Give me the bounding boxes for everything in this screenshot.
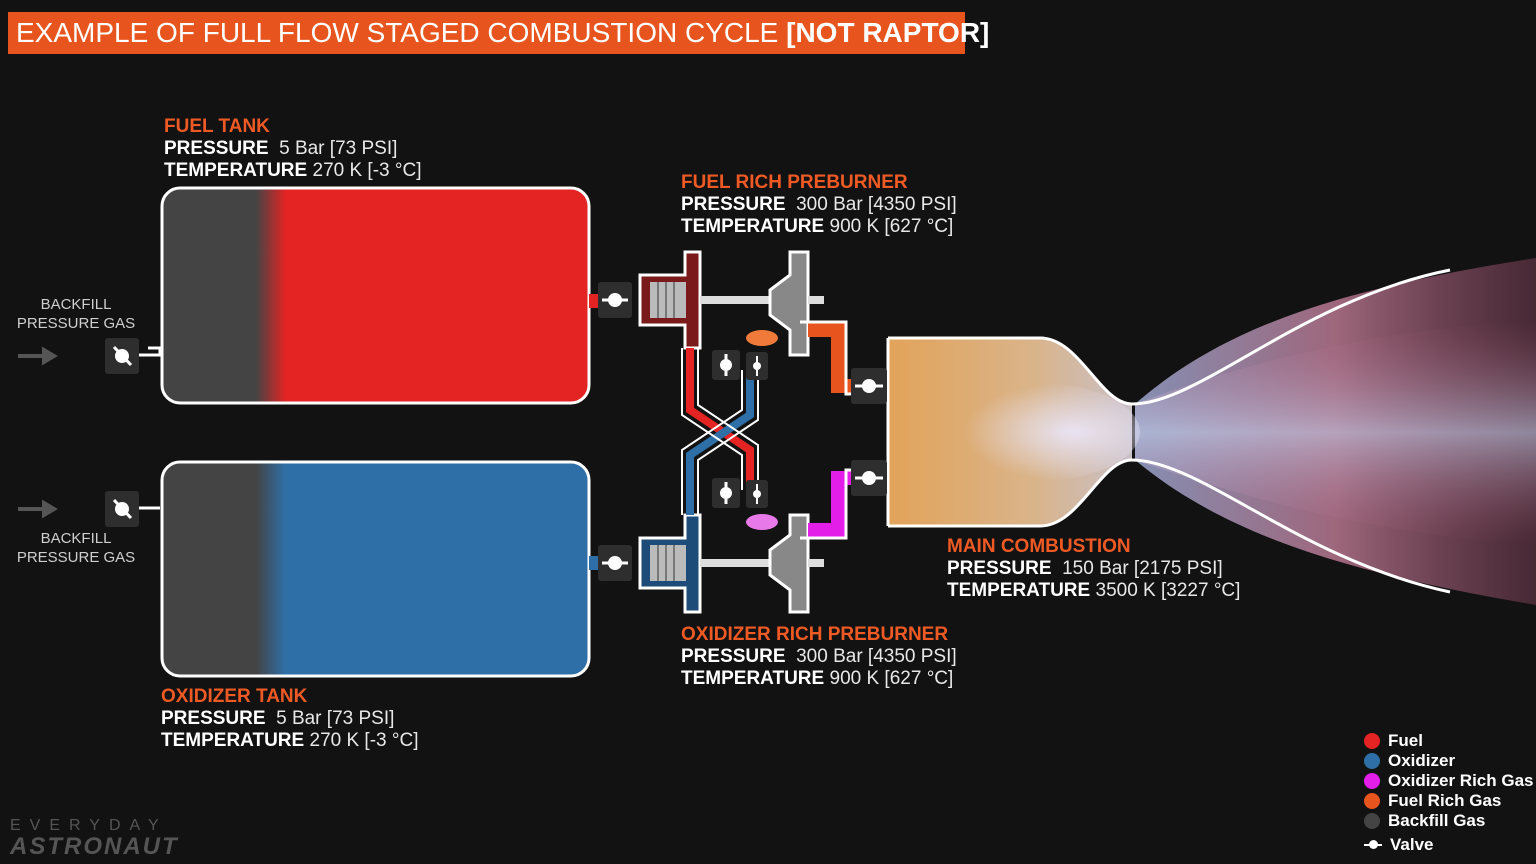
fuel-tank-valve: [598, 282, 632, 318]
legend-item-oxidizer: Oxidizer: [1364, 751, 1534, 771]
fuel-rich-flame: [746, 330, 778, 346]
ox-preburner-temperature-label: TEMPERATURE: [681, 668, 825, 689]
oxidizer-tank-valve: [598, 545, 632, 581]
fuel-tank: [160, 186, 591, 405]
fuel-tank-info: FUEL TANK PRESSURE 5 Bar [73 PSI] TEMPER…: [164, 116, 421, 182]
fuel-preburner-heading: FUEL RICH PREBURNER: [681, 172, 908, 193]
chamber-outline-lower: [888, 458, 1451, 594]
ox-preburner-fuel-valve: [746, 480, 768, 508]
oxidizer-tank-temperature-value: 270 K [-3 °C]: [309, 730, 419, 751]
fuel-rich-turbine: [746, 250, 824, 357]
fuel-preburner-temperature-label: TEMPERATURE: [681, 216, 825, 237]
fuel-preburner-pressure-value: 300 Bar [4350 PSI]: [796, 194, 957, 215]
fuel-rich-color-swatch: [1364, 793, 1380, 809]
oxidizer-tank-pressure-label: PRESSURE: [161, 708, 266, 729]
fuel-preburner-valve: [712, 350, 740, 380]
backfill-bottom-line1: BACKFILL: [40, 530, 112, 547]
oxidizer-tank: [160, 460, 591, 678]
main-combustion-pressure-value: 150 Bar [2175 PSI]: [1062, 558, 1223, 579]
legend-label: Backfill Gas: [1388, 811, 1486, 830]
oxidizer-crossfeed-line: [686, 370, 754, 515]
backfill-label-top: BACKFILL PRESSURE GAS: [6, 295, 146, 333]
backfill-label-bottom: BACKFILL PRESSURE GAS: [6, 529, 146, 567]
logo: EVERYDAY ASTRONAUT: [10, 817, 179, 859]
fuel-tank-temperature-label: TEMPERATURE: [164, 160, 308, 181]
fuel-tank-pressure-label: PRESSURE: [164, 138, 269, 159]
fuel-preburner-ox-valve: [746, 352, 768, 380]
combustion-core-glow: [920, 382, 1140, 482]
backfill-color-swatch: [1364, 813, 1380, 829]
ox-preburner-pressure-label: PRESSURE: [681, 646, 786, 667]
oxidizer-tank-heading: OXIDIZER TANK: [161, 686, 308, 707]
logo-line1: EVERYDAY: [10, 817, 168, 834]
main-combustion-info: MAIN COMBUSTION PRESSURE 150 Bar [2175 P…: [947, 536, 1240, 602]
main-combustion-heading: MAIN COMBUSTION: [947, 536, 1131, 557]
ox-preburner-heading: OXIDIZER RICH PREBURNER: [681, 624, 949, 645]
logo-line2: ASTRONAUT: [10, 833, 179, 860]
backfill-top-line1: BACKFILL: [40, 296, 112, 313]
oxidizer-rich-flame: [746, 514, 778, 530]
fuel-rich-gas-line: [808, 323, 855, 393]
backfill-valve-bottom: [105, 491, 139, 527]
legend: Fuel Oxidizer Oxidizer Rich Gas Fuel Ric…: [1364, 731, 1534, 855]
main-combustion-temperature-value: 3500 K [3227 °C]: [1095, 580, 1241, 601]
title-banner: EXAMPLE OF FULL FLOW STAGED COMBUSTION C…: [8, 12, 989, 54]
exhaust-core: [1135, 320, 1536, 545]
legend-item-backfill: Backfill Gas: [1364, 811, 1534, 831]
oxidizer-tank-pressure-value: 5 Bar [73 PSI]: [276, 708, 395, 729]
ox-preburner-pressure-value: 300 Bar [4350 PSI]: [796, 646, 957, 667]
fuel-preburner-temperature-value: 900 K [627 °C]: [829, 216, 954, 237]
legend-label: Oxidizer Rich Gas: [1388, 771, 1534, 790]
main-combustion-temperature-label: TEMPERATURE: [947, 580, 1091, 601]
ox-preburner-info: OXIDIZER RICH PREBURNER PRESSURE 300 Bar…: [681, 624, 957, 690]
oxidizer-rich-gas-line: [808, 471, 855, 537]
fuel-rich-valve: [851, 368, 887, 404]
valve-icon: [1364, 837, 1382, 853]
ox-preburner-temperature-value: 900 K [627 °C]: [829, 668, 954, 689]
fuel-color-swatch: [1364, 733, 1380, 749]
main-combustion-pressure-label: PRESSURE: [947, 558, 1052, 579]
ox-preburner-valve: [712, 478, 740, 508]
legend-item-fuel: Fuel: [1364, 731, 1534, 751]
oxidizer-turbopump: [638, 513, 770, 614]
backfill-bottom-line2: PRESSURE GAS: [16, 549, 136, 566]
oxidizer-rich-turbine: [746, 513, 824, 614]
oxidizer-rich-valve: [851, 460, 887, 496]
legend-item-valve: Valve: [1364, 835, 1534, 855]
fuel-turbopump: [638, 250, 770, 350]
ox-rich-color-swatch: [1364, 773, 1380, 789]
fuel-preburner-info: FUEL RICH PREBURNER PRESSURE 300 Bar [43…: [681, 172, 957, 238]
fuel-preburner-pressure-label: PRESSURE: [681, 194, 786, 215]
chamber-outline: [888, 268, 1451, 406]
oxidizer-tank-info: OXIDIZER TANK PRESSURE 5 Bar [73 PSI] TE…: [161, 686, 418, 752]
fuel-tank-heading: FUEL TANK: [164, 116, 270, 137]
fuel-crossfeed-line: [686, 348, 754, 490]
backfill-arrow-top: [18, 346, 58, 366]
title-text: EXAMPLE OF FULL FLOW STAGED COMBUSTION C…: [16, 17, 779, 48]
fuel-tank-pressure-value: 5 Bar [73 PSI]: [279, 138, 398, 159]
legend-label: Valve: [1390, 835, 1434, 854]
oxidizer-color-swatch: [1364, 753, 1380, 769]
legend-item-ox-rich: Oxidizer Rich Gas: [1364, 771, 1534, 791]
backfill-top-line2: PRESSURE GAS: [16, 315, 136, 332]
legend-item-fuel-rich: Fuel Rich Gas: [1364, 791, 1534, 811]
legend-label: Oxidizer: [1388, 751, 1456, 770]
oxidizer-tank-temperature-label: TEMPERATURE: [161, 730, 305, 751]
fuel-tank-temperature-value: 270 K [-3 °C]: [312, 160, 422, 181]
title-tag: [NOT RAPTOR]: [786, 17, 990, 48]
legend-label: Fuel: [1388, 731, 1423, 750]
backfill-arrow-bottom: [18, 499, 58, 519]
backfill-valve-top: [105, 338, 139, 374]
legend-label: Fuel Rich Gas: [1388, 791, 1502, 810]
